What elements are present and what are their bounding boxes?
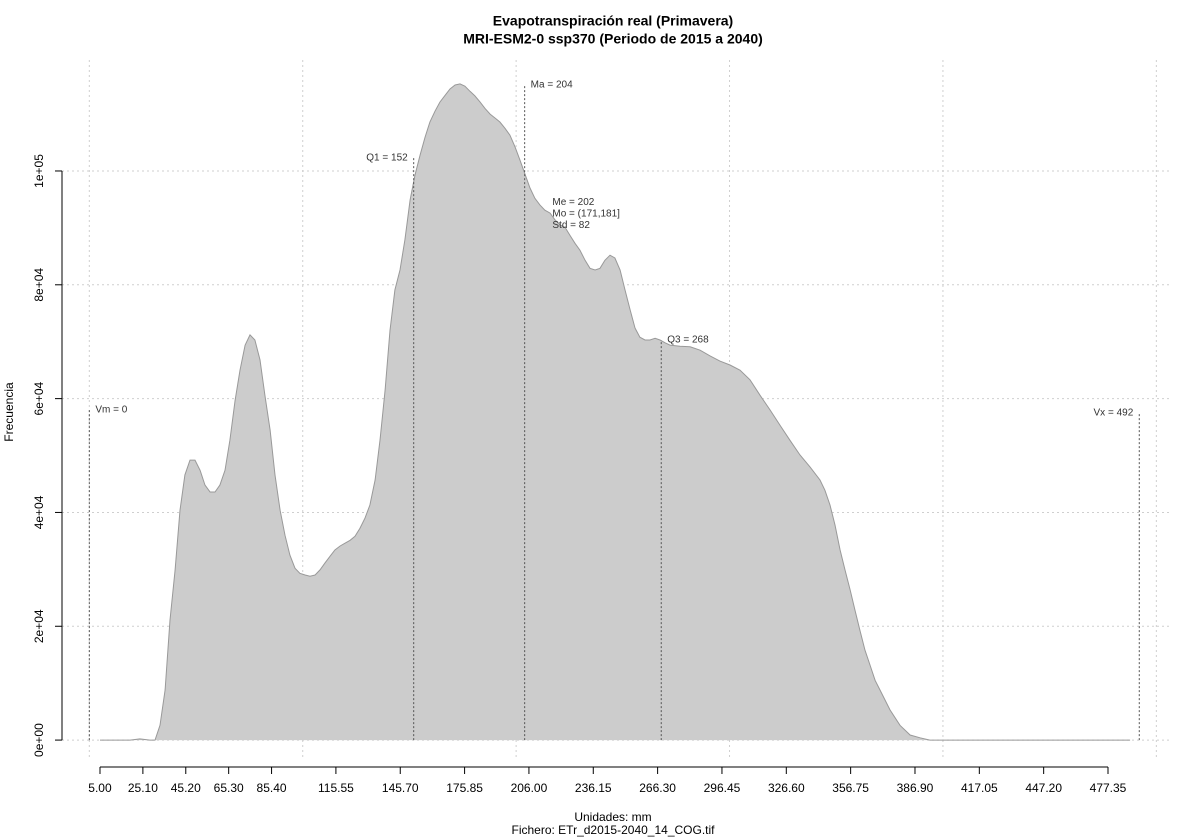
x-tick-label: 145.70 xyxy=(382,781,419,795)
annotation-label: Vx = 492 xyxy=(1094,407,1134,418)
x-tick-label: 386.90 xyxy=(897,781,934,795)
density-line xyxy=(100,83,1131,741)
y-axis-label: Frecuencia xyxy=(2,382,16,442)
x-tick-label: 266.30 xyxy=(639,781,676,795)
y-tick-label: 4e+04 xyxy=(32,495,46,529)
stats-label: Me = 202 xyxy=(552,197,594,208)
x-tick-label: 417.05 xyxy=(961,781,998,795)
y-tick-label: 6e+04 xyxy=(32,381,46,415)
annotation-label: Q1 = 152 xyxy=(366,153,408,164)
caption: Fichero: ETr_d2015-2040_14_COG.tif xyxy=(512,823,716,837)
x-tick-label: 236.15 xyxy=(575,781,612,795)
stats-label: Std = 82 xyxy=(552,220,590,231)
y-tick-label: 1e+05 xyxy=(32,154,46,188)
x-tick-label: 206.00 xyxy=(511,781,548,795)
y-tick-label: 8e+04 xyxy=(32,268,46,302)
annotation-label: Vm = 0 xyxy=(95,405,127,416)
x-tick-label: 296.45 xyxy=(704,781,741,795)
annotation-label: Ma = 204 xyxy=(531,80,573,91)
annotation-label: Q3 = 268 xyxy=(667,335,709,346)
y-tick-label: 0e+00 xyxy=(32,723,46,757)
chart-subtitle: MRI-ESM2-0 ssp370 (Periodo de 2015 a 204… xyxy=(463,31,763,47)
chart-title: Evapotranspiración real (Primavera) xyxy=(493,13,733,29)
x-tick-label: 45.20 xyxy=(171,781,201,795)
x-tick-label: 356.75 xyxy=(832,781,869,795)
y-tick-label: 2e+04 xyxy=(32,609,46,643)
x-tick-label: 5.00 xyxy=(88,781,112,795)
x-axis-label: Unidades: mm xyxy=(574,810,651,824)
x-tick-label: 25.10 xyxy=(128,781,158,795)
x-tick-label: 326.60 xyxy=(768,781,805,795)
x-tick-label: 85.40 xyxy=(257,781,287,795)
x-tick-label: 477.35 xyxy=(1090,781,1127,795)
x-tick-label: 115.55 xyxy=(318,781,354,795)
x-tick-label: 65.30 xyxy=(214,781,244,795)
x-tick-label: 447.20 xyxy=(1025,781,1062,795)
density-area xyxy=(100,83,1131,741)
stats-label: Mo = (171,181] xyxy=(552,208,620,219)
x-tick-label: 175.85 xyxy=(446,781,483,795)
